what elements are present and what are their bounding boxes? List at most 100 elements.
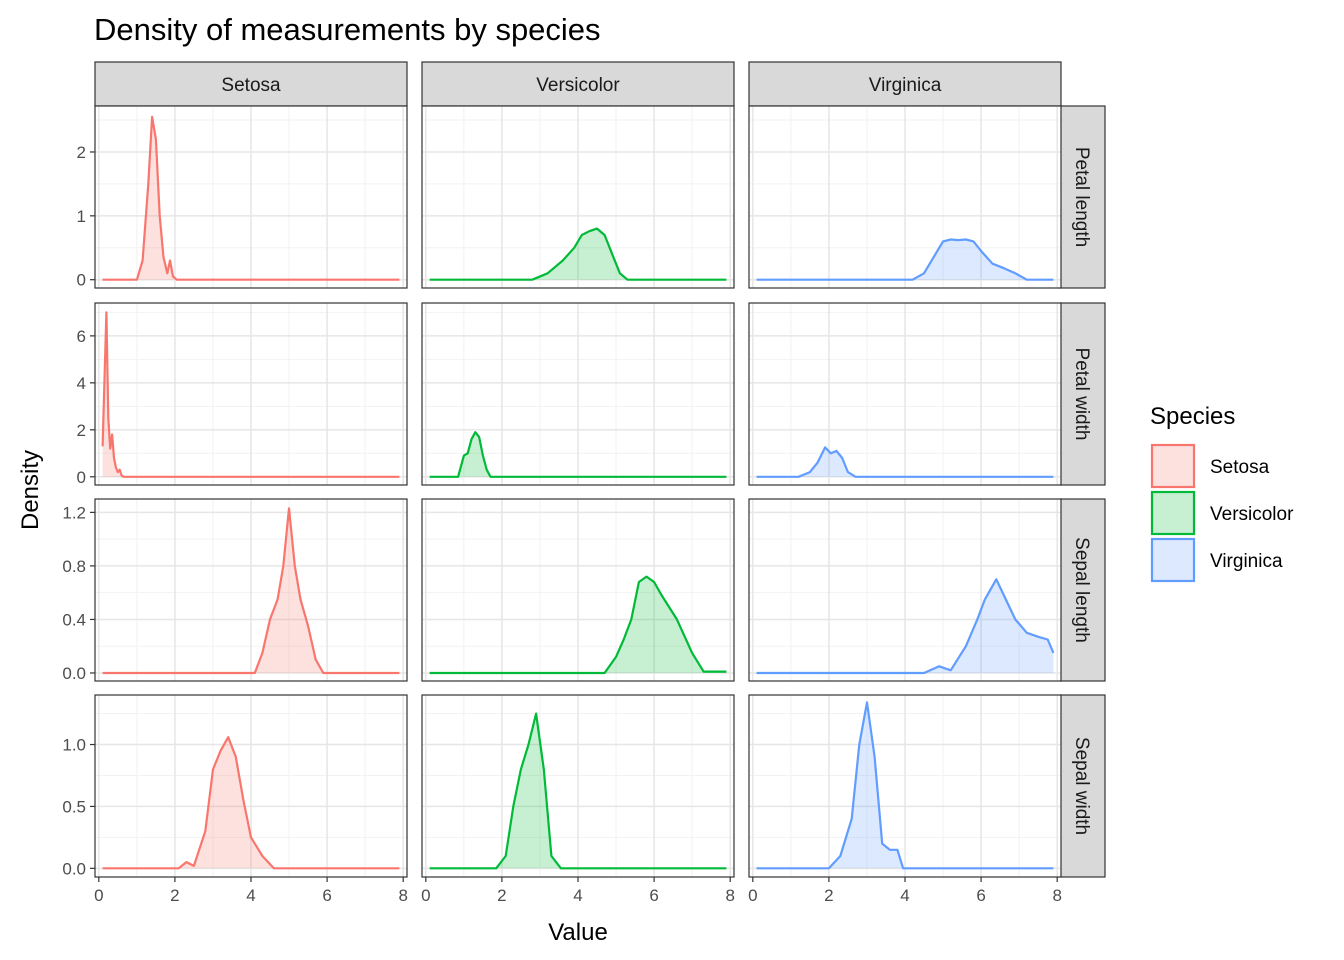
density-line-versicolor bbox=[429, 431, 727, 478]
strip-box bbox=[421, 61, 735, 107]
strip-petal-length: Petal length bbox=[1059, 105, 1106, 289]
legend-item-setosa: Setosa bbox=[1150, 443, 1270, 489]
strip-sepal-width: Sepal width bbox=[1059, 694, 1106, 878]
y-tick-label: 1.2 bbox=[62, 503, 86, 522]
x-tick-label: 2 bbox=[170, 886, 179, 905]
panel-setosa-petal-width bbox=[94, 302, 408, 486]
panel-versicolor-petal-width bbox=[421, 302, 735, 486]
y-tick-label: 1.0 bbox=[62, 736, 86, 755]
x-tick-label: 8 bbox=[725, 886, 734, 905]
y-tick-label: 4 bbox=[77, 374, 86, 393]
x-tick-label: 2 bbox=[497, 886, 506, 905]
density-line-virginica bbox=[756, 701, 1054, 870]
density-area-versicolor bbox=[429, 576, 727, 673]
y-tick-label: 0.5 bbox=[62, 797, 86, 816]
panel-versicolor-sepal-length bbox=[421, 498, 735, 682]
x-tick-label: 2 bbox=[824, 886, 833, 905]
panel-border bbox=[421, 498, 735, 682]
legend-key bbox=[1150, 537, 1196, 583]
strip-virginica: Virginica bbox=[748, 61, 1062, 107]
density-line-setosa bbox=[102, 115, 400, 281]
legend-title: Species bbox=[1150, 403, 1235, 430]
panel-border bbox=[94, 302, 408, 486]
strip-box bbox=[1059, 302, 1106, 486]
y-tick-label: 0.4 bbox=[62, 610, 86, 629]
legend-key bbox=[1150, 490, 1196, 536]
strip-label-sepal-length: Sepal length bbox=[1071, 537, 1092, 643]
y-tick-label: 2 bbox=[77, 143, 86, 162]
strip-label-petal-width: Petal width bbox=[1071, 348, 1092, 441]
panel-setosa-sepal-width bbox=[94, 694, 408, 878]
panel-border bbox=[748, 105, 1062, 289]
density-area-virginica bbox=[756, 447, 1054, 477]
strip-label-sepal-width: Sepal width bbox=[1071, 737, 1092, 835]
y-tick-label: 2 bbox=[77, 421, 86, 440]
strip-label-petal-length: Petal length bbox=[1071, 147, 1092, 247]
panels: Setosa Versicolor Virginica Petal length 0 1 2… bbox=[62, 61, 1106, 905]
panel-virginica-petal-length bbox=[748, 105, 1062, 289]
legend-key-background bbox=[1151, 444, 1195, 488]
density-line-virginica bbox=[756, 578, 1055, 675]
x-tick-label: 4 bbox=[573, 886, 582, 905]
density-area-virginica bbox=[756, 579, 1054, 673]
strip-label-virginica: Virginica bbox=[869, 75, 942, 96]
legend-label-virginica: Virginica bbox=[1210, 551, 1283, 572]
panel-border bbox=[748, 498, 1062, 682]
x-tick-label: 4 bbox=[246, 886, 255, 905]
panel-virginica-petal-width bbox=[748, 302, 1062, 486]
legend-label-setosa: Setosa bbox=[1210, 457, 1270, 478]
x-tick-label: 6 bbox=[976, 886, 985, 905]
y-tick-label: 0.8 bbox=[62, 557, 86, 576]
panel-versicolor-petal-length bbox=[421, 105, 735, 289]
chart-title: Density of measurements by species bbox=[94, 12, 601, 47]
density-line-virginica bbox=[756, 238, 1054, 281]
strip-box bbox=[1059, 105, 1106, 289]
panel-border bbox=[421, 105, 735, 289]
panel-virginica-sepal-length bbox=[748, 498, 1062, 682]
x-axis-title: Value bbox=[548, 919, 608, 946]
legend-item-virginica: Virginica bbox=[1150, 537, 1283, 583]
density-line-virginica bbox=[756, 446, 1054, 478]
density-line-setosa bbox=[102, 736, 400, 870]
y-tick-label: 6 bbox=[77, 327, 86, 346]
y-tick-label: 0.0 bbox=[62, 859, 86, 878]
y-tick-label: 0 bbox=[77, 271, 86, 290]
x-tick-label: 4 bbox=[900, 886, 909, 905]
density-area-versicolor bbox=[429, 228, 727, 280]
y-axis-title: Density bbox=[17, 450, 44, 530]
strip-box bbox=[1059, 694, 1106, 878]
strip-box bbox=[748, 61, 1062, 107]
legend-key-background bbox=[1151, 538, 1195, 582]
legend-label-versicolor: Versicolor bbox=[1210, 504, 1294, 525]
density-line-setosa bbox=[101, 311, 400, 478]
strip-versicolor: Versicolor bbox=[421, 61, 735, 107]
panel-border bbox=[421, 302, 735, 486]
x-tick-label: 6 bbox=[649, 886, 658, 905]
density-area-setosa bbox=[102, 737, 400, 869]
legend-key bbox=[1150, 443, 1196, 489]
panel-setosa-sepal-length bbox=[94, 498, 408, 682]
panel-virginica-sepal-width bbox=[748, 694, 1062, 878]
panel-setosa-petal-length bbox=[94, 105, 408, 289]
x-tick-label: 0 bbox=[748, 886, 757, 905]
panel-border bbox=[94, 105, 408, 289]
y-tick-label: 1 bbox=[77, 207, 86, 226]
strip-sepal-length: Sepal length bbox=[1059, 498, 1106, 682]
panel-versicolor-sepal-width bbox=[421, 694, 735, 878]
y-tick-label: 0 bbox=[77, 468, 86, 487]
x-tick-label: 8 bbox=[398, 886, 407, 905]
strip-petal-width: Petal width bbox=[1059, 302, 1106, 486]
strip-setosa: Setosa bbox=[94, 61, 408, 107]
density-line-versicolor bbox=[429, 712, 727, 870]
strip-box bbox=[94, 61, 408, 107]
y-tick-label: 0.0 bbox=[62, 664, 86, 683]
panel-border bbox=[748, 302, 1062, 486]
legend: Species Setosa Versicolor Virginica bbox=[1150, 403, 1294, 583]
legend-item-versicolor: Versicolor bbox=[1150, 490, 1294, 536]
x-tick-label: 0 bbox=[421, 886, 430, 905]
x-tick-label: 0 bbox=[94, 886, 103, 905]
x-tick-label: 6 bbox=[322, 886, 331, 905]
legend-key-background bbox=[1151, 491, 1195, 535]
density-line-setosa bbox=[102, 507, 400, 675]
